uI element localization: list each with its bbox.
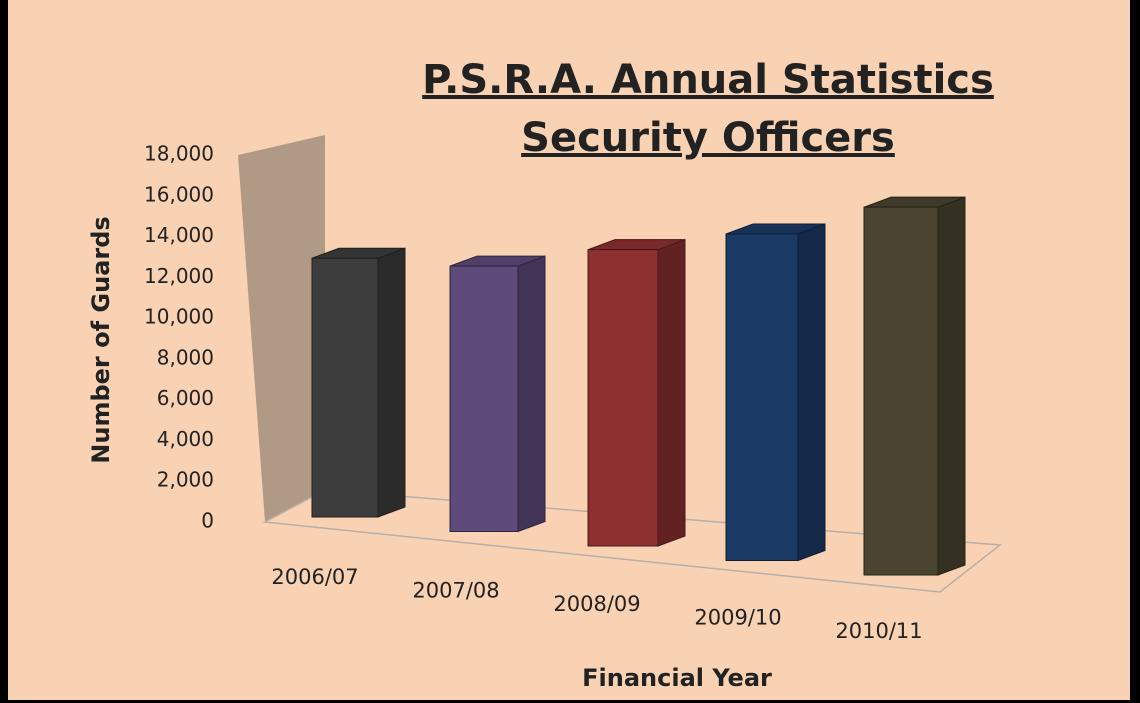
y-tick-label: 14,000 xyxy=(144,223,214,247)
chart-subtitle: Security Officers xyxy=(521,115,895,161)
back-wall xyxy=(238,135,325,522)
y-tick-label: 2,000 xyxy=(157,468,214,492)
floor xyxy=(262,489,1002,593)
y-tick-label: 0 xyxy=(201,509,214,533)
bar-side xyxy=(377,247,406,518)
bar-side xyxy=(657,238,686,547)
bar-front xyxy=(311,257,379,518)
bar-front xyxy=(449,265,519,532)
bar-side xyxy=(797,223,826,562)
x-tick-label: 2006/07 xyxy=(271,565,358,589)
y-tick-label: 4,000 xyxy=(157,427,214,451)
bar xyxy=(725,223,826,562)
x-tick-label: 2008/09 xyxy=(553,592,640,616)
bar xyxy=(863,196,966,576)
y-axis-title: Number of Guards xyxy=(87,216,115,463)
bar xyxy=(311,247,406,518)
x-tick-label: 2010/11 xyxy=(835,619,922,643)
y-tick-label: 8,000 xyxy=(157,345,214,369)
y-tick-label: 6,000 xyxy=(157,386,214,410)
y-tick-label: 18,000 xyxy=(144,142,214,166)
x-axis-title: Financial Year xyxy=(582,664,772,692)
y-tick-label: 16,000 xyxy=(144,182,214,206)
chart-title: P.S.R.A. Annual Statistics xyxy=(422,57,994,103)
x-tick-label: 2009/10 xyxy=(694,606,781,630)
y-tick-label: 10,000 xyxy=(144,305,214,329)
bar-front xyxy=(587,249,659,547)
bar xyxy=(449,255,546,533)
bar xyxy=(587,238,686,547)
y-tick-label: 12,000 xyxy=(144,264,214,288)
bar-front xyxy=(863,206,939,576)
bar-side xyxy=(517,255,546,533)
bar-front xyxy=(725,233,799,561)
bar-side xyxy=(937,196,966,576)
x-tick-label: 2007/08 xyxy=(412,579,499,603)
